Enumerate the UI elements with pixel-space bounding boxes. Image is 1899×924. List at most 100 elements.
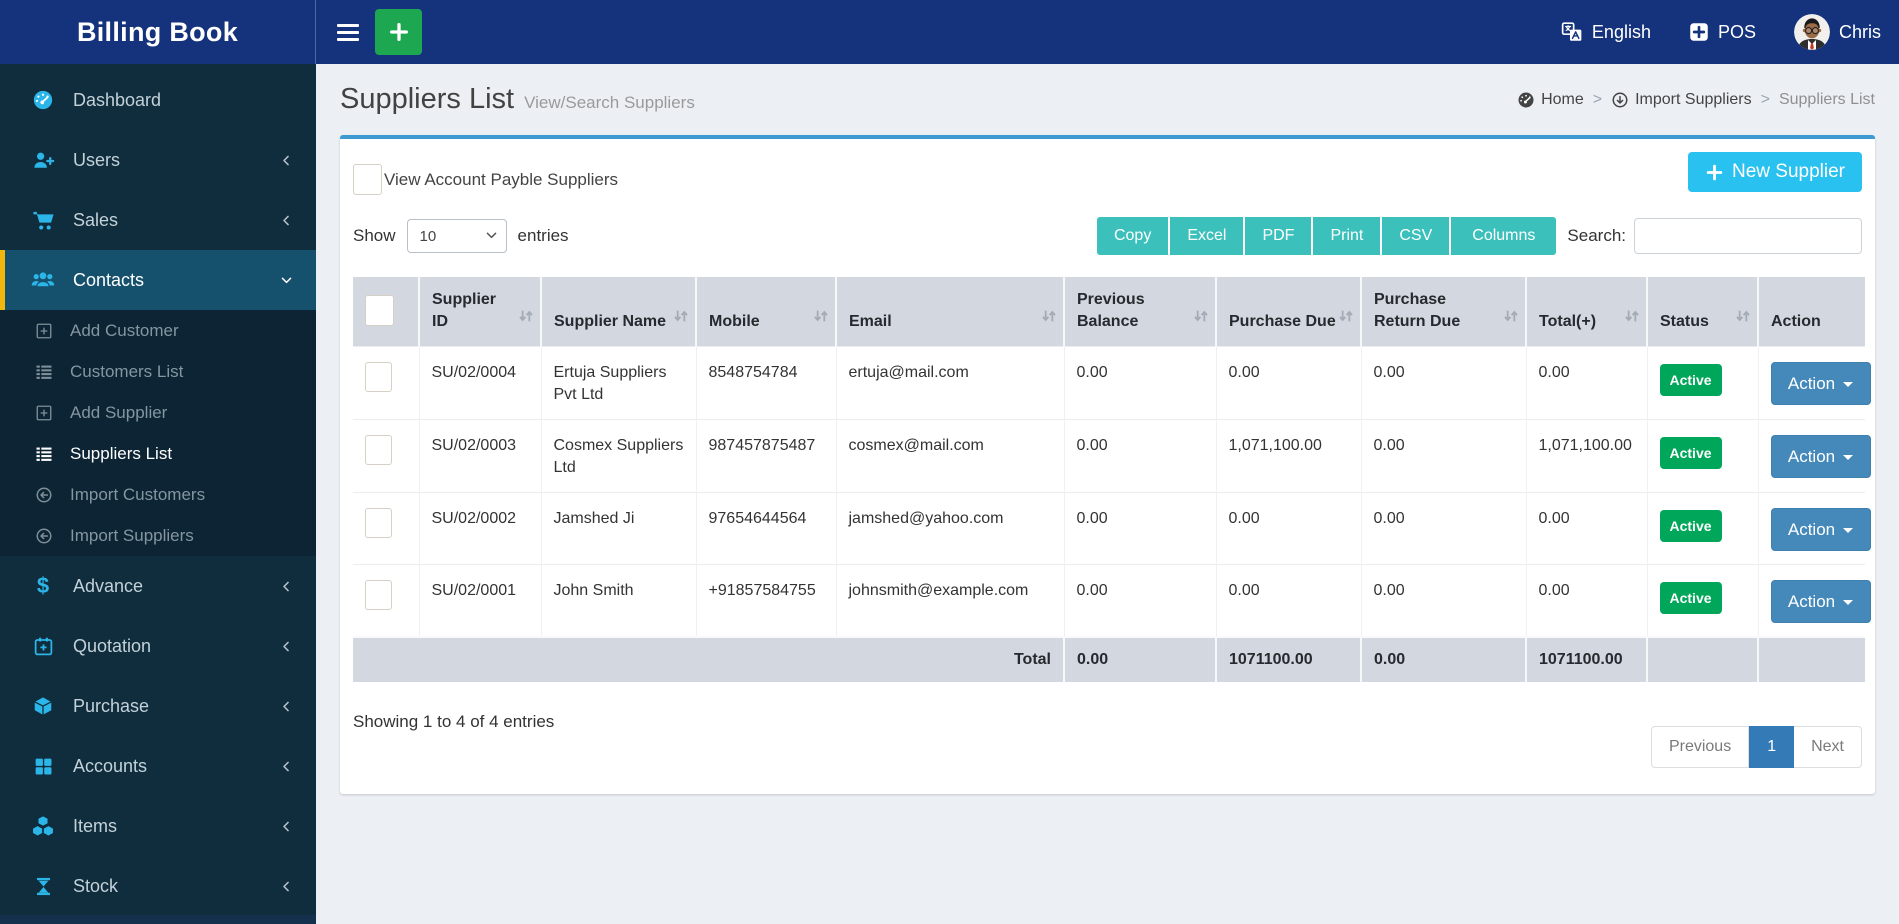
copy-button[interactable]: Copy (1096, 217, 1169, 255)
cell-total: 0.00 (1525, 564, 1647, 637)
chevron-left-icon (279, 639, 294, 654)
submenu-item-customers-list[interactable]: Customers List (0, 351, 316, 392)
payable-suppliers-checkbox[interactable] (353, 164, 382, 195)
sidebar-item-sales[interactable]: Sales (0, 190, 316, 250)
table-footer-row: Total 0.00 1071100.00 0.00 1071100.00 (353, 636, 1865, 682)
caret-down-icon (1843, 382, 1854, 387)
cell-purchase-due: 0.00 (1215, 492, 1361, 565)
sidebar: Dashboard Users Sales Contacts A (0, 64, 316, 924)
cell-previous-balance: 0.00 (1063, 419, 1216, 493)
sidebar-item-items[interactable]: Items (0, 796, 316, 856)
action-button[interactable]: Action (1770, 435, 1871, 478)
sidebar-item-users[interactable]: Users (0, 130, 316, 190)
sidebar-toggle-icon[interactable] (337, 20, 359, 45)
user-plus-icon (28, 149, 58, 172)
navbar-right: English POS (1561, 14, 1899, 50)
col-status[interactable]: Status (1646, 277, 1758, 347)
language-menu[interactable]: English (1561, 21, 1651, 43)
cell-supplier-name: Jamshed Ji (540, 492, 696, 565)
next-page-button[interactable]: Next (1794, 726, 1862, 768)
cell-email: johnsmith@example.com (835, 564, 1064, 637)
pdf-button[interactable]: PDF (1245, 217, 1312, 255)
previous-page-button[interactable]: Previous (1650, 726, 1750, 768)
col-total[interactable]: Total(+) (1525, 277, 1647, 347)
table-row: SU/02/0003 Cosmex Suppliers Ltd 98745787… (353, 419, 1871, 493)
entries-label: entries (517, 226, 569, 245)
col-email[interactable]: Email (835, 277, 1064, 347)
plus-icon (388, 21, 410, 43)
action-button[interactable]: Action (1770, 362, 1871, 405)
search-input[interactable] (1634, 218, 1862, 254)
sidebar-item-advance[interactable]: $ Advance (0, 556, 316, 616)
col-action: Action (1757, 277, 1865, 347)
username-label: Chris (1838, 21, 1881, 42)
breadcrumb-import-suppliers[interactable]: Import Suppliers (1611, 91, 1752, 109)
submenu-item-add-customer[interactable]: Add Customer (0, 310, 316, 351)
row-checkbox[interactable] (365, 435, 392, 465)
suppliers-table: Supplier ID Supplier Name Mobile Email P… (353, 277, 1871, 682)
cell-supplier-id: SU/02/0004 (418, 346, 541, 420)
print-button[interactable]: Print (1313, 217, 1381, 255)
cell-total: 0.00 (1525, 492, 1647, 565)
user-menu[interactable]: Chris (1793, 14, 1881, 50)
suppliers-card: View Account Payble Suppliers New Suppli… (340, 135, 1875, 794)
action-button[interactable]: Action (1770, 580, 1871, 623)
submenu-item-add-supplier[interactable]: Add Supplier (0, 392, 316, 433)
sidebar-item-contacts[interactable]: Contacts (0, 250, 316, 310)
select-all-header[interactable] (353, 277, 419, 347)
sort-icon (1734, 307, 1752, 332)
page-1-button[interactable]: 1 (1749, 726, 1795, 768)
footer-previous-balance: 0.00 (1063, 636, 1216, 682)
breadcrumb-home[interactable]: Home (1517, 91, 1584, 109)
sort-icon (1502, 307, 1520, 332)
pos-label: POS (1717, 21, 1756, 42)
select-all-checkbox[interactable] (365, 295, 394, 326)
cart-icon (28, 209, 58, 232)
cell-mobile: +91857584755 (695, 564, 836, 637)
breadcrumb-separator: > (1760, 90, 1770, 108)
submenu-item-import-suppliers[interactable]: Import Suppliers (0, 515, 316, 556)
submenu-item-import-customers[interactable]: Import Customers (0, 474, 316, 515)
row-checkbox[interactable] (365, 362, 392, 392)
col-supplier-id[interactable]: Supplier ID (418, 277, 541, 347)
footer-total: 1071100.00 (1525, 636, 1647, 682)
list-icon (31, 363, 57, 381)
cell-supplier-id: SU/02/0003 (418, 419, 541, 493)
sidebar-item-accounts[interactable]: Accounts (0, 736, 316, 796)
row-checkbox[interactable] (365, 580, 392, 610)
cell-mobile: 8548754784 (695, 346, 836, 420)
app-logo[interactable]: Billing Book (0, 0, 316, 64)
table-row: SU/02/0002 Jamshed Ji 97654644564 jamshe… (353, 492, 1871, 565)
sidebar-item-dashboard[interactable]: Dashboard (0, 70, 316, 130)
quick-add-button[interactable] (375, 9, 422, 55)
footer-purchase-due: 1071100.00 (1215, 636, 1361, 682)
plus-square-icon (31, 322, 57, 340)
excel-button[interactable]: Excel (1170, 217, 1244, 255)
chevron-left-icon (279, 819, 294, 834)
col-purchase-return-due[interactable]: Purchase Return Due (1360, 277, 1526, 347)
submenu-item-suppliers-list[interactable]: Suppliers List (0, 433, 316, 474)
datatable-toolbar: Show 10 entries Copy Excel PDF Print CSV (353, 217, 1862, 255)
col-purchase-due[interactable]: Purchase Due (1215, 277, 1361, 347)
new-supplier-button[interactable]: New Supplier (1688, 152, 1862, 192)
action-button[interactable]: Action (1770, 508, 1871, 551)
col-previous-balance[interactable]: Previous Balance (1063, 277, 1216, 347)
csv-button[interactable]: CSV (1382, 217, 1450, 255)
row-checkbox[interactable] (365, 508, 392, 538)
cell-supplier-name: Ertuja Suppliers Pvt Ltd (540, 346, 696, 420)
col-supplier-name[interactable]: Supplier Name (540, 277, 696, 347)
top-navbar: Billing Book English POS (0, 0, 1899, 64)
status-badge: Active (1659, 437, 1722, 469)
sidebar-item-stock[interactable]: Stock (0, 856, 316, 916)
sidebar-item-quotation[interactable]: Quotation (0, 616, 316, 676)
sidebar-item-purchase[interactable]: Purchase (0, 676, 316, 736)
cell-previous-balance: 0.00 (1063, 564, 1216, 637)
pos-button[interactable]: POS (1689, 22, 1756, 43)
page-size-select[interactable]: 10 (406, 219, 507, 253)
cell-total: 1,071,100.00 (1525, 419, 1647, 493)
col-mobile[interactable]: Mobile (695, 277, 836, 347)
sort-icon (812, 307, 830, 332)
cell-purchase-return-due: 0.00 (1360, 419, 1526, 493)
columns-button[interactable]: Columns (1451, 217, 1557, 255)
